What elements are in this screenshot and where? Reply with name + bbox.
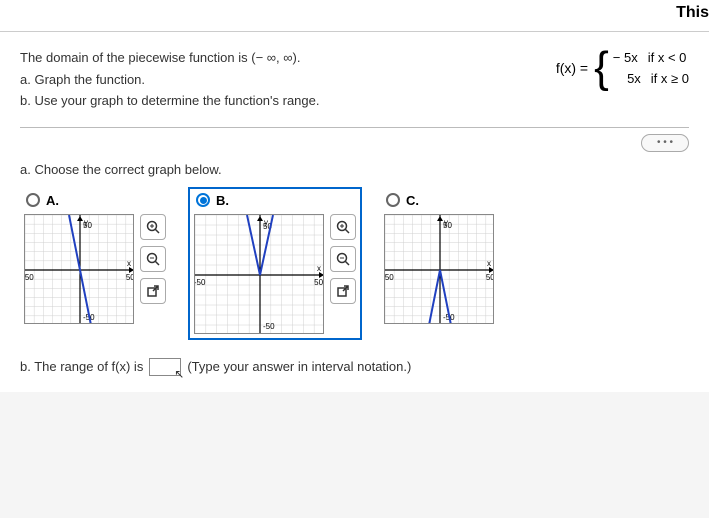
question-text: The domain of the piecewise function is … [20,48,536,113]
case2-expr: 5x [613,71,641,86]
question-panel: The domain of the piecewise function is … [0,32,709,392]
graph-b: 50-5050-50xy [194,214,324,334]
svg-text:-50: -50 [384,273,394,282]
choice-a[interactable]: A. 50-5050-50xy [20,187,170,340]
svg-text:y: y [444,218,448,227]
choices-row: A. 50-5050-50xy B. 50-5050- [20,187,689,340]
question-intro: The domain of the piecewise function is … [20,48,536,68]
svg-text:x: x [487,259,491,268]
header-fragment: This [676,0,709,22]
svg-text:x: x [127,259,131,268]
answer-input[interactable]: ↖ [149,358,181,376]
choice-c-label: C. [406,193,419,208]
svg-text:y: y [84,218,88,227]
expand-button[interactable]: • • • [641,134,689,152]
section-a-prompt: a. Choose the correct graph below. [20,162,689,177]
graph-a: 50-5050-50xy [24,214,134,324]
fx-label: f(x) = [556,60,588,76]
svg-text:-50: -50 [24,273,34,282]
case1-expr: − 5x [613,50,638,65]
radio-a[interactable] [26,193,40,207]
graph-c: 50-5050-50xy [384,214,494,324]
divider [20,127,689,128]
part-b-suffix: (Type your answer in interval notation.) [187,359,411,374]
svg-text:50: 50 [486,273,494,282]
question-part-a: a. Graph the function. [20,70,536,90]
radio-c[interactable] [386,193,400,207]
popout-icon[interactable] [140,278,166,304]
svg-text:50: 50 [126,273,134,282]
part-b-prefix: b. The range of f(x) is [20,359,143,374]
zoom-in-icon[interactable] [330,214,356,240]
svg-text:-50: -50 [263,322,275,331]
choice-b[interactable]: B. 50-5050-50xy [188,187,362,340]
choice-b-label: B. [216,193,229,208]
brace-icon: { [594,48,609,88]
svg-text:x: x [317,264,321,273]
svg-text:50: 50 [314,278,323,287]
case2-cond: if x ≥ 0 [651,71,689,86]
popout-icon[interactable] [330,278,356,304]
zoom-out-icon[interactable] [140,246,166,272]
piecewise-definition: f(x) = { − 5x if x < 0 5x if x ≥ 0 [556,48,689,88]
choice-a-label: A. [46,193,59,208]
case1-cond: if x < 0 [648,50,687,65]
zoom-out-icon[interactable] [330,246,356,272]
part-b-row: b. The range of f(x) is ↖ (Type your ans… [20,358,689,376]
question-part-b: b. Use your graph to determine the funct… [20,91,536,111]
svg-text:y: y [264,218,268,227]
svg-text:-50: -50 [194,278,206,287]
radio-b[interactable] [196,193,210,207]
choice-c[interactable]: C. 50-5050-50xy [380,187,498,340]
cursor-icon: ↖ [174,367,184,381]
zoom-in-icon[interactable] [140,214,166,240]
